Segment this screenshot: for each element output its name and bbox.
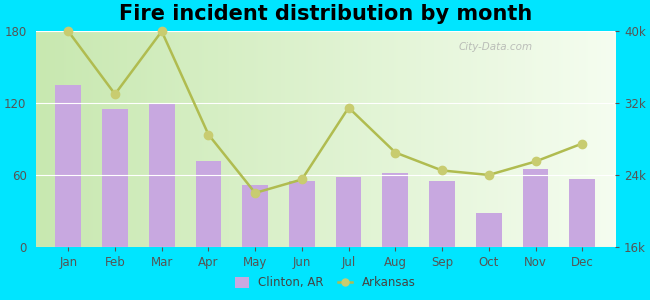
Legend: Clinton, AR, Arkansas: Clinton, AR, Arkansas bbox=[230, 272, 420, 294]
Bar bbox=[476, 213, 502, 247]
Text: City-Data.com: City-Data.com bbox=[458, 42, 532, 52]
Bar bbox=[382, 172, 408, 247]
Bar bbox=[523, 169, 549, 247]
Bar bbox=[196, 160, 221, 247]
Bar bbox=[429, 181, 455, 247]
Bar bbox=[242, 184, 268, 247]
Bar bbox=[569, 178, 595, 247]
Title: Fire incident distribution by month: Fire incident distribution by month bbox=[118, 4, 532, 24]
Bar bbox=[55, 85, 81, 247]
Bar bbox=[149, 103, 175, 247]
Bar bbox=[336, 177, 361, 247]
Bar bbox=[102, 109, 128, 247]
Bar bbox=[289, 181, 315, 247]
